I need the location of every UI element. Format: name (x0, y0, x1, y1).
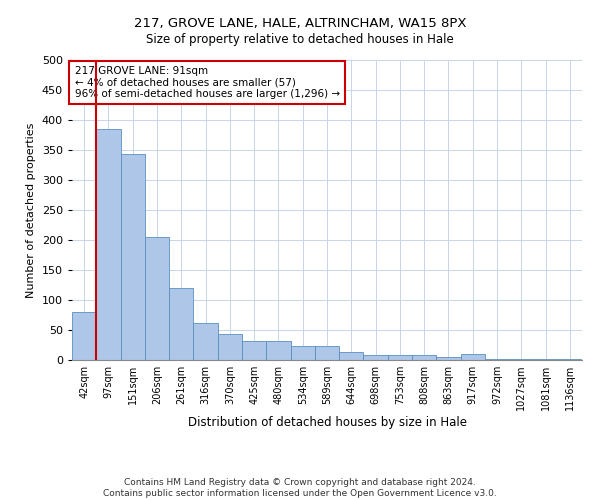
Bar (193, 323, 218, 360)
Bar (461, 354, 485, 360)
Bar (412, 355, 436, 360)
Bar (121, 154, 145, 360)
Bar (169, 288, 193, 360)
Bar (388, 354, 412, 360)
Bar (315, 346, 339, 360)
X-axis label: Distribution of detached houses by size in Hale: Distribution of detached houses by size … (187, 416, 467, 429)
Bar (339, 352, 364, 360)
Text: Size of property relative to detached houses in Hale: Size of property relative to detached ho… (146, 32, 454, 46)
Bar (290, 346, 315, 360)
Bar (218, 334, 242, 360)
Bar (72, 312, 96, 360)
Bar (485, 359, 509, 360)
Bar (266, 342, 290, 360)
Bar (145, 237, 169, 360)
Y-axis label: Number of detached properties: Number of detached properties (26, 122, 36, 298)
Text: Contains HM Land Registry data © Crown copyright and database right 2024.
Contai: Contains HM Land Registry data © Crown c… (103, 478, 497, 498)
Bar (436, 357, 461, 360)
Bar (558, 359, 582, 360)
Text: 217 GROVE LANE: 91sqm
← 4% of detached houses are smaller (57)
96% of semi-detac: 217 GROVE LANE: 91sqm ← 4% of detached h… (74, 66, 340, 99)
Text: 217, GROVE LANE, HALE, ALTRINCHAM, WA15 8PX: 217, GROVE LANE, HALE, ALTRINCHAM, WA15 … (134, 18, 466, 30)
Bar (242, 341, 266, 360)
Bar (364, 355, 388, 360)
Bar (96, 129, 121, 360)
